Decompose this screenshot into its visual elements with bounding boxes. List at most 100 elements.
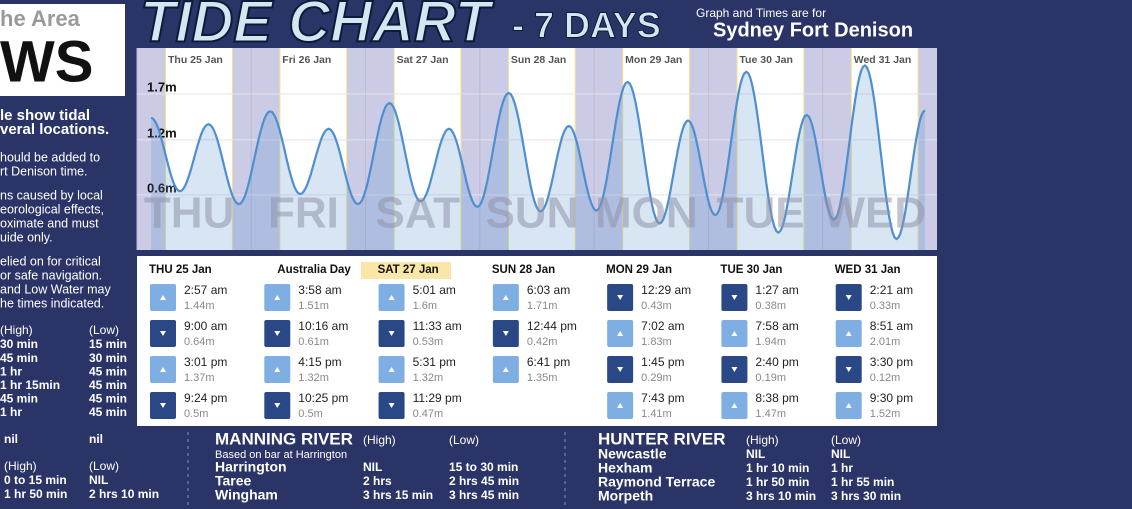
tide-time: 7:58 am (755, 319, 798, 333)
arrow (845, 403, 852, 408)
note: elied on for critical (0, 254, 101, 268)
table-cell: 30 min (0, 337, 38, 351)
day-header: SUN 28 Jan (492, 264, 555, 276)
tide-time: 8:51 am (870, 319, 913, 333)
day-header: SAT 27 Jan (378, 264, 439, 276)
table-cell: 45 min (89, 364, 127, 378)
day-watermark: SAT (375, 189, 460, 238)
tide-height: 1.47m (755, 408, 786, 420)
river-cell: 3 hrs 15 min (363, 488, 433, 502)
day-label: Wed 31 Jan (854, 54, 912, 66)
table-header: (Low) (89, 323, 119, 337)
table-cell: 45 min (89, 378, 127, 392)
day-watermark: WED (824, 189, 927, 238)
tide-height: 0.5m (298, 408, 322, 420)
day-watermark: MON (595, 189, 698, 238)
day-watermark: TUE (717, 189, 805, 238)
river-cell: NIL (746, 447, 765, 461)
tide-height: 0.33m (870, 300, 901, 312)
arrow (617, 295, 624, 300)
tide-time: 3:58 am (298, 283, 341, 297)
tide-height: 0.42m (527, 336, 558, 348)
tide-time: 3:30 pm (870, 355, 913, 369)
day-header: Australia Day (277, 264, 351, 276)
tide-time: 5:01 am (413, 283, 456, 297)
day-header: THU 25 Jan (149, 264, 212, 276)
table-cell: 30 min (89, 351, 127, 365)
night-band (803, 48, 823, 250)
tide-height: 1.35m (527, 372, 558, 384)
night-band (594, 48, 623, 250)
tide-height: 1.6m (413, 300, 437, 312)
tide-height: 1.83m (641, 336, 672, 348)
day-header: TUE 30 Jan (720, 264, 782, 276)
tide-height: 1.52m (870, 408, 901, 420)
tide-height: 1.37m (184, 372, 215, 384)
river-cell: 1 hr 55 min (831, 475, 894, 489)
table-cell: NIL (89, 473, 108, 487)
river-cell: Raymond Terrace (598, 474, 715, 490)
river-cell: 1 hr 10 min (746, 461, 809, 475)
tide-height: 0.53m (413, 336, 444, 348)
note: or safe navigation. (0, 268, 102, 282)
tide-height: 1.71m (527, 300, 558, 312)
tide-height: 0.61m (298, 336, 329, 348)
river-cell: Wingham (215, 487, 278, 503)
arrow (731, 331, 738, 336)
tide-time: 11:33 am (413, 319, 462, 333)
tide-height: 1.32m (298, 372, 329, 384)
river-note: Based on bar at Harrington (215, 449, 347, 461)
note: eorological effects, (0, 202, 104, 216)
arrow (617, 331, 624, 336)
river-cell: 3 hrs 30 min (831, 489, 901, 503)
arrow (388, 295, 395, 300)
tide-time: 6:41 pm (527, 355, 570, 369)
tide-height: 1.94m (755, 336, 786, 348)
tide-height: 0.19m (755, 372, 786, 384)
day-header: MON 29 Jan (606, 264, 672, 276)
tide-time: 2:21 am (870, 283, 913, 297)
tide-height: 1.51m (298, 300, 329, 312)
river-cell: 3 hrs 10 min (746, 489, 816, 503)
day-watermark: THU (144, 189, 234, 238)
tide-curve (150, 63, 926, 241)
day-label: Sat 27 Jan (397, 54, 449, 66)
river-cell: 3 hrs 45 min (449, 488, 519, 502)
night-band (708, 48, 737, 250)
night-band (365, 48, 395, 250)
y-tick-label: 0.6m (147, 180, 177, 195)
arrow (388, 403, 395, 408)
river-cell: 2 hrs (363, 474, 392, 488)
arrow (617, 367, 624, 372)
tide-time: 9:30 pm (870, 391, 913, 405)
table-cell: 45 min (0, 351, 38, 365)
arrow (160, 331, 166, 336)
note: he times indicated. (0, 296, 104, 310)
river-cell: Harrington (215, 459, 287, 475)
day-label: Tue 30 Jan (739, 54, 793, 66)
tide-time: 9:00 am (184, 319, 227, 333)
day-label: Mon 29 Jan (625, 54, 682, 66)
arrow (845, 367, 852, 372)
arrow (274, 403, 281, 408)
table-cell: 1 hr (0, 405, 22, 419)
tide-time: 7:02 am (641, 319, 684, 333)
table-cell: 1 hr 50 min (4, 487, 67, 501)
note: hould be added to (0, 150, 100, 164)
tide-time: 3:01 pm (184, 355, 227, 369)
river-cell: NIL (831, 447, 850, 461)
tide-height: 0.47m (413, 408, 444, 420)
day-label: Sun 28 Jan (511, 54, 566, 66)
table-cell: 45 min (89, 405, 127, 419)
river-cell: 15 to 30 min (449, 460, 518, 474)
river-header: (Low) (831, 433, 861, 447)
arrow (160, 367, 166, 372)
arrow (274, 331, 281, 336)
river-cell: Newcastle (598, 446, 667, 462)
tide-height: 1.41m (641, 408, 672, 420)
arrow (502, 367, 509, 372)
logo-text: he Area (0, 6, 81, 31)
tide-time: 10:16 am (298, 319, 348, 333)
night-band (918, 48, 937, 250)
tide-height: 0.43m (641, 300, 672, 312)
